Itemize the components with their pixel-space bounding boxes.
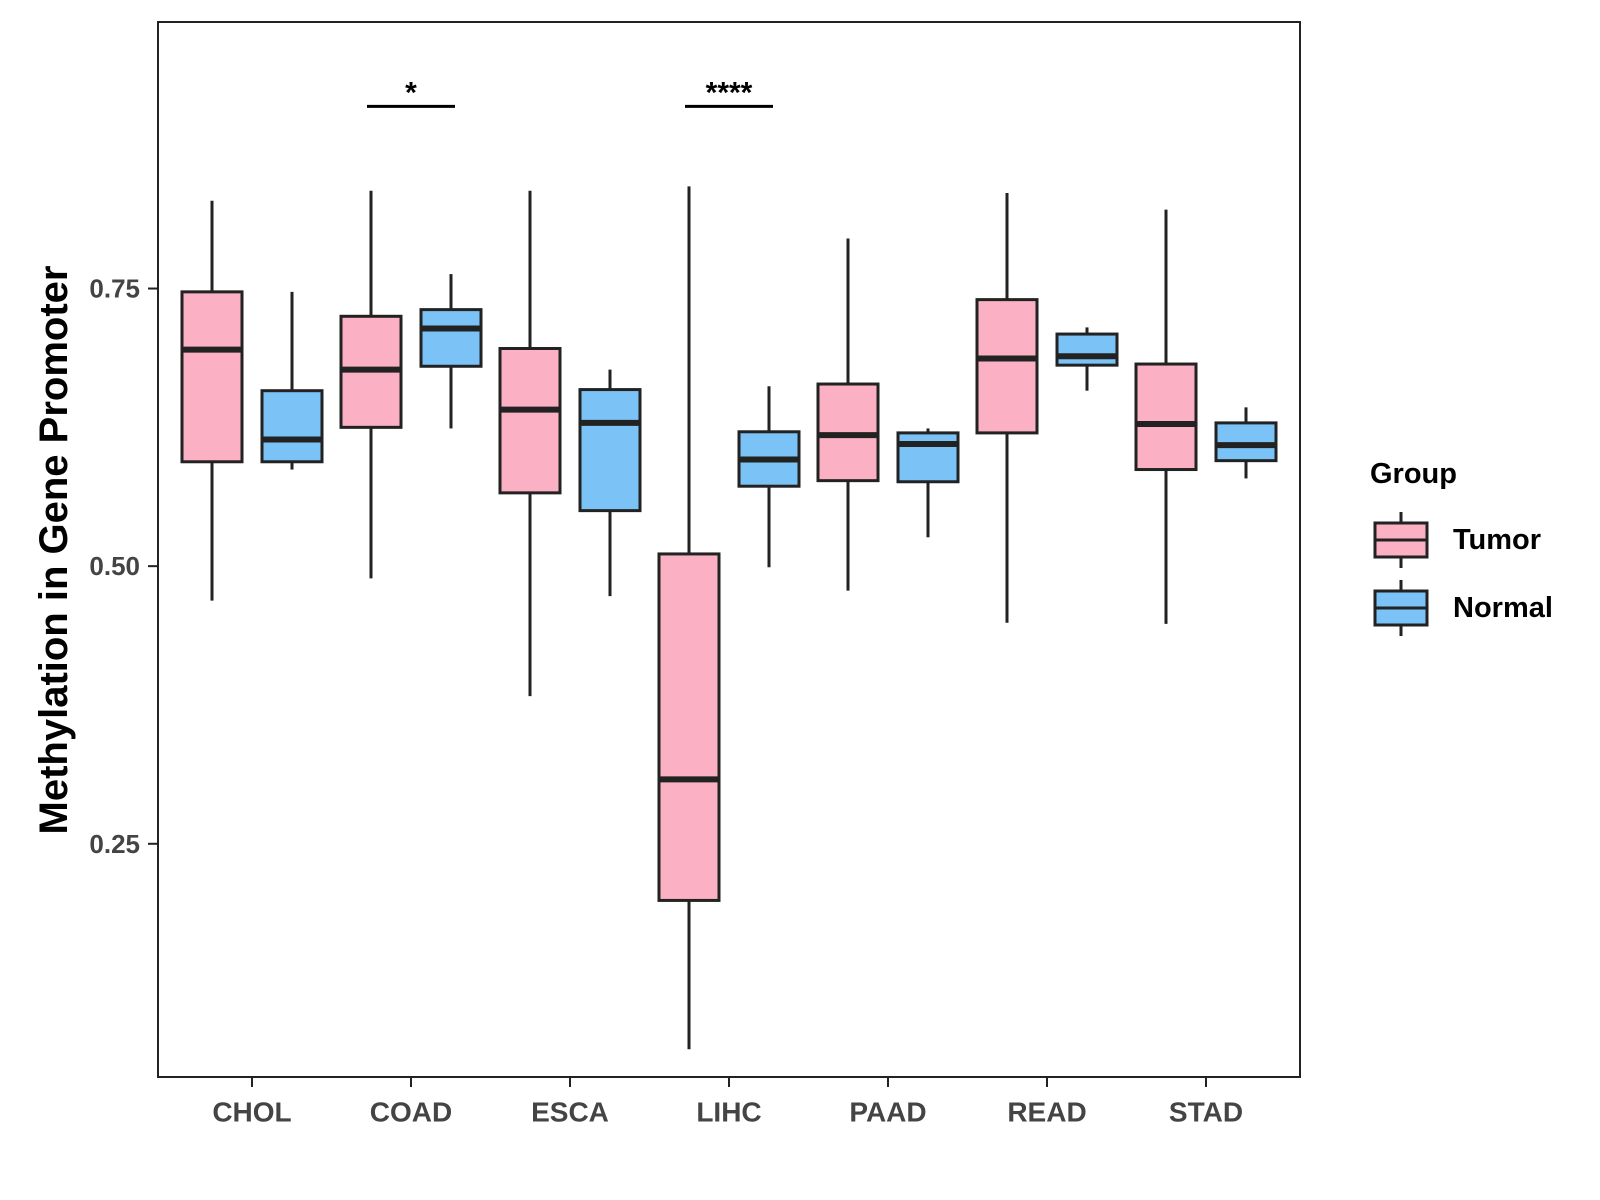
box-tumor-read: [975, 193, 1039, 623]
box-normal-esca: [578, 369, 642, 597]
legend-label: Normal: [1453, 592, 1553, 624]
box-body: [260, 389, 324, 464]
x-axis: CHOL COAD ESCA LIHC PAAD READ STAD: [212, 1077, 1243, 1128]
box-tumor-stad: [1134, 209, 1198, 624]
y-axis-title: Methylation in Gene Promoter: [32, 266, 76, 835]
significance-label: *: [405, 76, 417, 109]
box-body: [419, 308, 483, 368]
box-tumor-paad: [816, 238, 880, 591]
x-tick-label: CHOL: [212, 1097, 291, 1128]
y-tick-label: 0.75: [89, 274, 140, 304]
box-normal-chol: [260, 291, 324, 470]
x-tick-label: LIHC: [696, 1097, 761, 1128]
x-tick-label: ESCA: [531, 1097, 609, 1128]
box-body: [1214, 421, 1278, 463]
box-normal-read: [1055, 327, 1119, 391]
x-tick-label: PAAD: [849, 1097, 926, 1128]
y-tick-label: 0.50: [89, 551, 140, 581]
box-body: [498, 346, 562, 495]
x-tick-label: STAD: [1169, 1097, 1243, 1128]
box-body: [1055, 332, 1119, 367]
x-tick-label: COAD: [370, 1097, 452, 1128]
y-axis: 0.25 0.50 0.75: [89, 274, 158, 859]
legend-label: Tumor: [1453, 524, 1541, 556]
legend-title: Group: [1370, 458, 1457, 490]
box-body: [657, 552, 721, 902]
significance-annotations: * ****: [367, 76, 773, 109]
box-body: [180, 290, 244, 464]
box-tumor-lihc: [657, 186, 721, 1050]
box-normal-paad: [896, 428, 960, 538]
y-tick-label: 0.25: [89, 829, 140, 859]
box-series: [180, 186, 1278, 1050]
legend-item-tumor: Tumor: [1373, 512, 1541, 568]
plot-panel: [157, 21, 1301, 1078]
box-normal-coad: [419, 274, 483, 429]
box-body: [1134, 362, 1198, 472]
box-tumor-chol: [180, 200, 244, 601]
box-normal-stad: [1214, 407, 1278, 479]
box-tumor-esca: [498, 190, 562, 697]
box-body: [896, 431, 960, 484]
x-tick-label: READ: [1007, 1097, 1086, 1128]
legend: Group Tumor Normal: [1370, 458, 1553, 636]
box-body: [975, 298, 1039, 435]
box-normal-lihc: [737, 386, 801, 568]
significance-label: ****: [706, 76, 753, 109]
legend-item-normal: Normal: [1373, 580, 1553, 636]
box-body: [578, 388, 642, 513]
box-tumor-coad: [339, 190, 403, 579]
